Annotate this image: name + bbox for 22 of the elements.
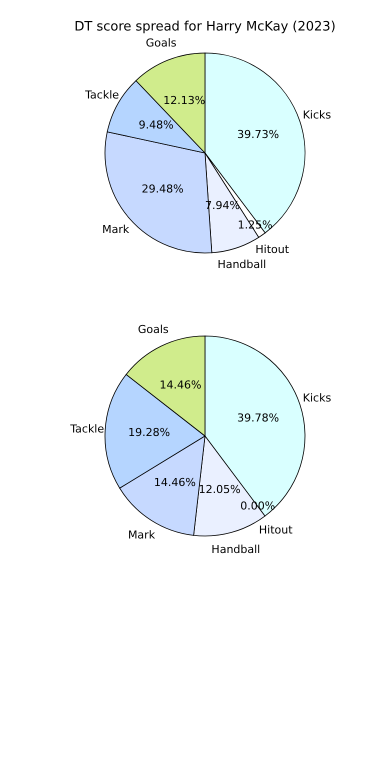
slice-label: Mark <box>102 223 130 236</box>
data-label: 9.48% <box>138 118 174 132</box>
slice-label: Kicks <box>302 392 332 405</box>
data-label: 39.78% <box>237 411 280 424</box>
data-label: 29.48% <box>142 182 184 196</box>
data-label: 14.46% <box>159 378 202 392</box>
data-label: 39.73% <box>237 128 280 142</box>
data-label: 14.46% <box>154 476 196 490</box>
slice-label: Goals <box>138 322 169 336</box>
data-label: 12.05% <box>198 483 241 496</box>
slice-label: Hitout <box>255 242 290 256</box>
slice-label: Tackle <box>69 422 104 436</box>
data-label: 12.13% <box>163 94 206 108</box>
slice-label: Handball <box>211 542 260 556</box>
chart-title: DT score spread for Harry McKay (2023) <box>74 19 336 34</box>
slice-label: Kicks <box>302 108 332 122</box>
slice-label: Goals <box>146 36 177 50</box>
slice-label: Handball <box>217 258 266 272</box>
slice-label: Tackle <box>84 88 120 102</box>
slice-label: Mark <box>128 528 156 542</box>
data-label: 19.28% <box>128 426 170 439</box>
category-label: Hitout <box>258 523 293 536</box>
